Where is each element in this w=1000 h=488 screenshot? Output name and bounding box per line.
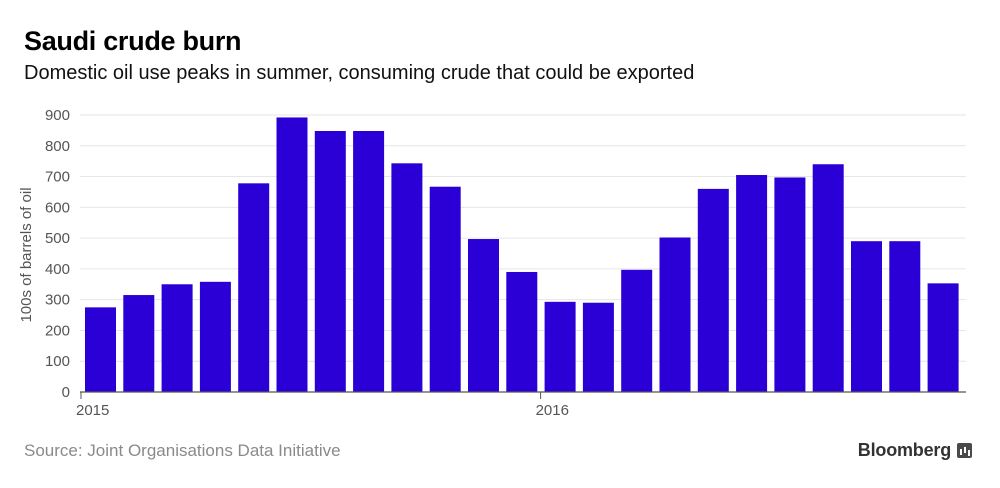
bar bbox=[812, 164, 844, 392]
x-tick-label: 2016 bbox=[536, 402, 569, 419]
y-tick-label: 300 bbox=[45, 292, 70, 309]
bar bbox=[621, 269, 653, 392]
x-axis: 2015 2016 bbox=[76, 391, 966, 419]
bar bbox=[697, 188, 729, 392]
bar bbox=[544, 301, 576, 392]
y-tick-label: 500 bbox=[45, 230, 70, 247]
bar bbox=[889, 241, 921, 392]
bar bbox=[276, 117, 308, 392]
y-tick-label: 700 bbox=[45, 169, 70, 186]
y-axis-label: 100s of barrels of oil bbox=[18, 187, 35, 322]
bloomberg-terminal-icon bbox=[957, 443, 972, 458]
bar bbox=[199, 281, 231, 392]
bar bbox=[353, 131, 385, 392]
bar bbox=[774, 177, 806, 392]
source-note: Source: Joint Organisations Data Initiat… bbox=[24, 441, 341, 460]
brand-logo: Bloomberg bbox=[858, 440, 972, 461]
bars bbox=[85, 117, 959, 392]
bar bbox=[123, 295, 155, 392]
x-tick-label: 2015 bbox=[76, 402, 109, 419]
bar bbox=[85, 307, 116, 392]
bar bbox=[391, 163, 423, 392]
y-tick-label: 600 bbox=[45, 199, 70, 216]
bar bbox=[429, 186, 461, 392]
brand-name: Bloomberg bbox=[857, 440, 951, 460]
bar bbox=[582, 302, 614, 392]
y-tick-label: 200 bbox=[45, 322, 70, 339]
bar bbox=[851, 241, 882, 392]
y-tick-label: 900 bbox=[45, 107, 70, 124]
bar bbox=[506, 271, 538, 392]
bar bbox=[468, 239, 499, 392]
bar bbox=[736, 175, 768, 392]
y-axis-ticks: 0 100 200 300 400 500 600 700 800 900 bbox=[45, 107, 70, 401]
bar bbox=[238, 183, 270, 392]
bar bbox=[314, 131, 346, 392]
bar bbox=[659, 237, 691, 392]
bar bbox=[161, 284, 193, 392]
y-tick-label: 400 bbox=[45, 261, 70, 278]
bar-chart: 0 100 200 300 400 500 600 700 800 900 2015 2016 10… bbox=[18, 107, 966, 419]
chart-title: Saudi crude burn bbox=[24, 26, 242, 56]
chart-subtitle: Domestic oil use peaks in summer, consum… bbox=[24, 62, 695, 84]
y-tick-label: 0 bbox=[62, 384, 70, 401]
bar bbox=[927, 283, 959, 392]
y-tick-label: 100 bbox=[45, 353, 70, 370]
y-tick-label: 800 bbox=[45, 138, 70, 155]
